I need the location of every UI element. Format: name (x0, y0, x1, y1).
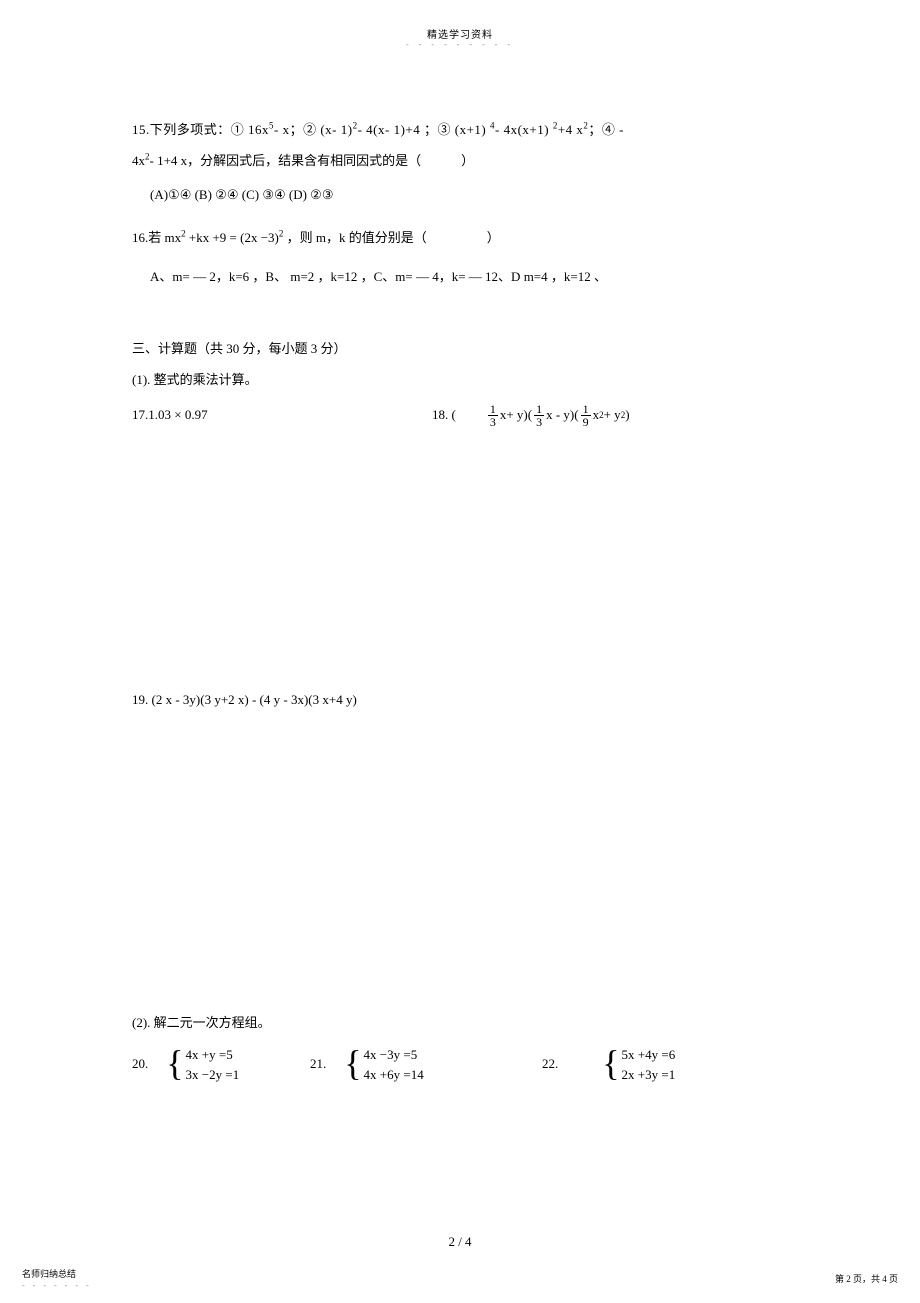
equation-system: 4x −3y =5 4x +6y =14 (364, 1045, 424, 1084)
eq-number: 21. (310, 1052, 326, 1077)
q15-text: ；④ - (588, 122, 624, 137)
q15-text: ） (461, 153, 474, 168)
q15-text: 15.下列多项式：① 16x (132, 122, 269, 137)
frac-den: 3 (488, 416, 498, 428)
eq-number: 22. (542, 1052, 558, 1077)
question-21: 21. { 4x −3y =5 4x +6y =14 (310, 1045, 542, 1084)
frac-num: 1 (488, 403, 498, 416)
question-17: 17.1.03 × 0.97 (132, 403, 432, 428)
q18-text: + y (604, 403, 621, 428)
question-18: 18. ( 13 x+ y)( 13 x - y)( 19 x2+ y2) (432, 403, 630, 428)
eq-line: 5x +4y =6 (622, 1045, 676, 1065)
q16-text: 16.若 mx (132, 230, 181, 245)
questions-17-18-row: 17.1.03 × 0.97 18. ( 13 x+ y)( 13 x - y)… (132, 403, 788, 428)
fraction: 13 (488, 403, 498, 428)
fraction: 19 (581, 403, 591, 428)
header-title: 精选学习资料 (0, 26, 920, 41)
question-16-choices: A、m= — 2，k=6 ，B、 m=2 ，k=12 ，C、m= — 4，k= … (150, 265, 788, 290)
equation-system: 4x +y =5 3x −2y =1 (186, 1045, 240, 1084)
question-15-choices: (A)①④ (B) ②④ (C) ③④ (D) ②③ (150, 183, 788, 208)
eq-line: 4x +y =5 (186, 1045, 240, 1065)
fraction: 13 (534, 403, 544, 428)
section-3-sub2: (2). 解二元一次方程组。 (132, 1011, 788, 1036)
header-dots: - - - - - - - - - (0, 40, 920, 49)
question-19: 19. (2 x - 3y)(3 y+2 x) - (4 y - 3x)(3 x… (132, 688, 788, 713)
brace-icon: { (344, 1045, 361, 1081)
page-number: 2 / 4 (0, 1234, 920, 1250)
question-15-line2: 4x2- 1+4 x，分解因式后，结果含有相同因式的是（） (132, 149, 788, 174)
q18-text: x - y)( (546, 403, 579, 428)
eq-line: 4x +6y =14 (364, 1065, 424, 1085)
brace-icon: { (166, 1045, 183, 1081)
question-22: 22. { 5x +4y =6 2x +3y =1 (542, 1045, 675, 1084)
frac-den: 9 (581, 416, 591, 428)
question-16: 16.若 mx2 +kx +9 = (2x −3)2 ，则 m，k 的值分别是（… (132, 226, 788, 251)
q18-text: x+ y)( (500, 403, 532, 428)
bottom-left-text: 名师归纳总结 (22, 1267, 92, 1280)
q18-text: 18. ( (432, 403, 456, 428)
q16-text: ） (487, 230, 500, 245)
brace-icon: { (602, 1045, 619, 1081)
bottom-right-label: 第 2 页，共 4 页 (835, 1272, 898, 1285)
section-3-title: 三、计算题（共 30 分，每小题 3 分） (132, 337, 788, 362)
q15-text: - 4(x- 1)+4 ；③ (x+1) (358, 122, 490, 137)
q15-text: - 4x(x+1) (495, 122, 553, 137)
equation-system: 5x +4y =6 2x +3y =1 (622, 1045, 676, 1084)
frac-den: 3 (534, 416, 544, 428)
question-15-line1: 15.下列多项式：① 16x5- x；② (x- 1)2- 4(x- 1)+4 … (132, 118, 788, 143)
eq-line: 3x −2y =1 (186, 1065, 240, 1085)
eq-number: 20. (132, 1052, 148, 1077)
q18-text: ) (625, 403, 629, 428)
eq-line: 2x +3y =1 (622, 1065, 676, 1085)
q16-text: ，则 m，k 的值分别是（ (283, 230, 426, 245)
page-content: 15.下列多项式：① 16x5- x；② (x- 1)2- 4(x- 1)+4 … (132, 118, 788, 1084)
frac-num: 1 (581, 403, 591, 416)
equations-row: 20. { 4x +y =5 3x −2y =1 21. { 4x −3y =5… (132, 1045, 788, 1084)
bottom-left-dots: - - - - - - - (22, 1281, 92, 1290)
q15-text: 4x (132, 153, 145, 168)
section-3-sub1: (1). 整式的乘法计算。 (132, 368, 788, 393)
q15-text: - 1+4 x，分解因式后，结果含有相同因式的是（ (150, 153, 422, 168)
frac-num: 1 (534, 403, 544, 416)
bottom-left-label: 名师归纳总结 - - - - - - - (22, 1267, 92, 1290)
eq-line: 4x −3y =5 (364, 1045, 424, 1065)
q15-text: - x；② (x- 1) (274, 122, 353, 137)
q16-text: +kx +9 = (2x −3) (186, 230, 279, 245)
question-20: 20. { 4x +y =5 3x −2y =1 (132, 1045, 310, 1084)
q15-text: +4 x (558, 122, 584, 137)
